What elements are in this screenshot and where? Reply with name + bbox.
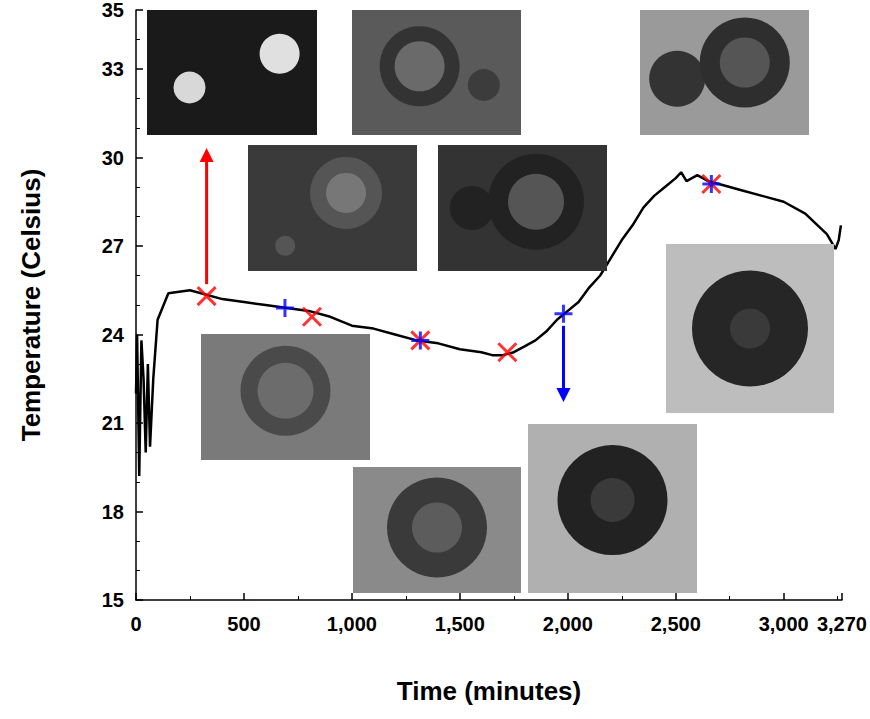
svg-text:0: 0 xyxy=(130,613,141,635)
svg-text:500: 500 xyxy=(227,613,260,635)
svg-text:30: 30 xyxy=(102,147,124,169)
svg-text:15: 15 xyxy=(102,589,124,611)
svg-text:2,000: 2,000 xyxy=(543,613,593,635)
svg-text:1,500: 1,500 xyxy=(435,613,485,635)
svg-text:24: 24 xyxy=(102,324,125,346)
svg-text:21: 21 xyxy=(102,412,124,434)
svg-text:35: 35 xyxy=(102,0,124,21)
svg-text:3,270: 3,270 xyxy=(817,613,867,635)
svg-text:18: 18 xyxy=(102,501,124,523)
svg-text:1,000: 1,000 xyxy=(327,613,377,635)
svg-text:33: 33 xyxy=(102,58,124,80)
svg-text:3,000: 3,000 xyxy=(759,613,809,635)
svg-text:27: 27 xyxy=(102,235,124,257)
svg-text:Temperature (Celsius): Temperature (Celsius) xyxy=(16,169,46,442)
svg-text:Time (minutes): Time (minutes) xyxy=(397,676,581,706)
svg-text:2,500: 2,500 xyxy=(651,613,701,635)
